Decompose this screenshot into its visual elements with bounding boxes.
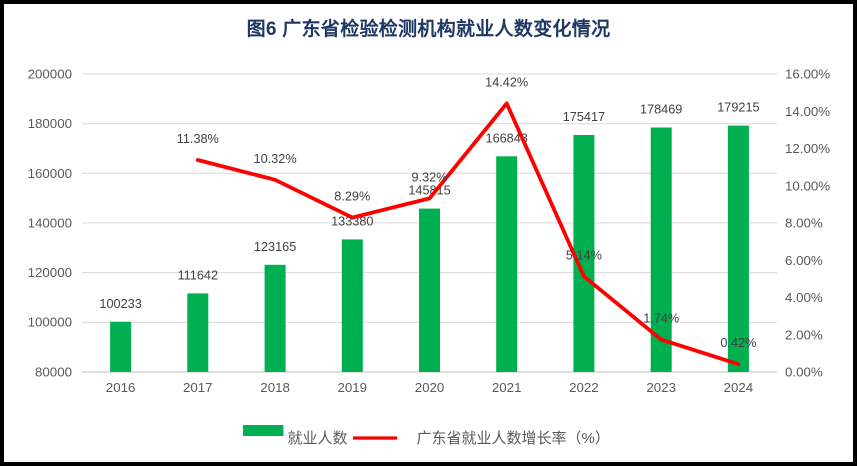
svg-text:5.14%: 5.14% <box>566 248 602 262</box>
svg-text:10.32%: 10.32% <box>254 152 297 166</box>
svg-text:8.00%: 8.00% <box>785 216 823 231</box>
svg-text:9.32%: 9.32% <box>412 170 448 184</box>
svg-text:80000: 80000 <box>35 365 72 380</box>
svg-text:10.00%: 10.00% <box>785 178 830 193</box>
svg-text:2020: 2020 <box>415 380 445 395</box>
svg-text:广东省就业人数增长率（%）: 广东省就业人数增长率（%） <box>417 430 610 447</box>
svg-text:6.00%: 6.00% <box>785 253 823 268</box>
svg-text:8.29%: 8.29% <box>334 190 370 204</box>
svg-text:180000: 180000 <box>28 116 72 131</box>
svg-text:2016: 2016 <box>106 380 136 395</box>
svg-text:100233: 100233 <box>99 297 141 311</box>
svg-text:2017: 2017 <box>183 380 213 395</box>
svg-text:120000: 120000 <box>28 265 72 280</box>
svg-text:2018: 2018 <box>260 380 290 395</box>
svg-text:0.00%: 0.00% <box>785 365 823 380</box>
svg-text:2.00%: 2.00% <box>785 327 823 342</box>
svg-text:200000: 200000 <box>28 67 72 82</box>
svg-text:12.00%: 12.00% <box>785 141 830 156</box>
svg-text:140000: 140000 <box>28 215 72 230</box>
svg-text:2024: 2024 <box>724 380 754 395</box>
svg-text:就业人数: 就业人数 <box>288 430 348 447</box>
svg-text:123165: 123165 <box>254 240 296 254</box>
svg-text:4.00%: 4.00% <box>785 290 823 305</box>
svg-text:2023: 2023 <box>646 380 676 395</box>
svg-text:160000: 160000 <box>28 166 72 181</box>
svg-text:14.00%: 14.00% <box>785 104 830 119</box>
svg-text:2019: 2019 <box>338 380 368 395</box>
svg-text:0.42%: 0.42% <box>720 336 756 350</box>
svg-text:11.38%: 11.38% <box>177 132 219 146</box>
svg-text:175417: 175417 <box>563 110 605 124</box>
svg-text:2021: 2021 <box>492 380 522 395</box>
svg-text:2022: 2022 <box>569 380 599 395</box>
svg-text:179215: 179215 <box>717 101 759 115</box>
svg-text:1.74%: 1.74% <box>643 312 679 326</box>
svg-text:178469: 178469 <box>640 103 682 117</box>
svg-text:16.00%: 16.00% <box>785 67 830 82</box>
svg-text:100000: 100000 <box>28 315 72 330</box>
svg-text:14.42%: 14.42% <box>485 75 528 89</box>
svg-text:111642: 111642 <box>178 268 218 282</box>
